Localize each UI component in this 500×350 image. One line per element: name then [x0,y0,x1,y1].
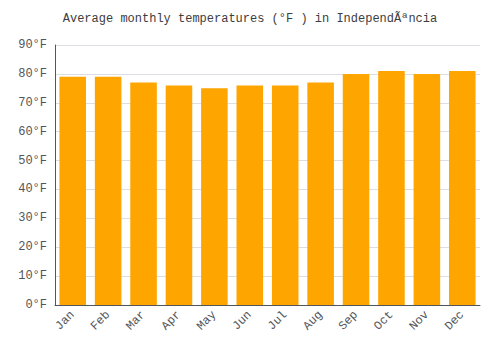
svg-text:Sep: Sep [336,308,361,333]
svg-text:May: May [194,308,219,333]
svg-text:Feb: Feb [88,308,113,333]
svg-text:90°F: 90°F [18,38,47,52]
svg-text:50°F: 50°F [18,154,47,168]
svg-text:60°F: 60°F [18,125,47,139]
svg-text:80°F: 80°F [18,67,47,81]
svg-text:Oct: Oct [371,308,396,333]
svg-text:Average monthly temperatures (: Average monthly temperatures (°F ) in In… [63,11,437,26]
svg-text:20°F: 20°F [18,240,47,254]
svg-text:Nov: Nov [407,308,432,333]
svg-text:Apr: Apr [159,308,184,333]
svg-text:40°F: 40°F [18,182,47,196]
svg-text:Jan: Jan [53,308,78,333]
svg-text:Aug: Aug [300,308,325,333]
svg-text:Jun: Jun [230,308,255,333]
svg-text:10°F: 10°F [18,269,47,283]
svg-text:Dec: Dec [442,308,467,333]
svg-text:Jul: Jul [265,308,290,333]
svg-text:Mar: Mar [123,308,148,333]
svg-text:30°F: 30°F [18,211,47,225]
svg-text:0°F: 0°F [25,298,47,312]
svg-text:70°F: 70°F [18,96,47,110]
